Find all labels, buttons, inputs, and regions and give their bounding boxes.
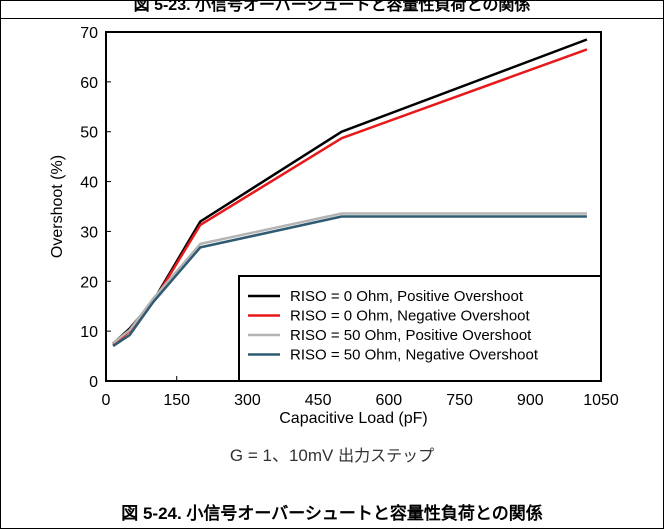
x-tick-label: 600 <box>376 392 403 409</box>
legend-label-1: RISO = 0 Ohm, Positive Overshoot <box>290 288 524 305</box>
y-tick-label: 70 <box>80 25 98 42</box>
y-tick-label: 20 <box>80 274 98 291</box>
x-tick-label: 750 <box>446 392 473 409</box>
y-axis-label: Overshoot (%) <box>49 155 66 258</box>
legend-label-2: RISO = 0 Ohm, Negative Overshoot <box>290 308 531 325</box>
condition-prefix: G = 1、10mV <box>229 446 339 465</box>
y-tick-label: 50 <box>80 125 98 142</box>
previous-figure-caption: 図 5-23. 小信号オーバーシュートと容量性負荷との関係 <box>133 0 531 14</box>
series-line-4 <box>112 215 587 348</box>
y-tick-label: 60 <box>80 75 98 92</box>
x-tick-label: 150 <box>163 392 190 409</box>
test-condition: G = 1、10mV 出力ステップ <box>0 441 664 466</box>
x-axis-label: Capacitive Load (pF) <box>279 410 428 427</box>
x-tick-label: 1050 <box>583 392 619 409</box>
condition-suffix: 出力ステップ <box>338 446 435 465</box>
legend-label-3: RISO = 50 Ohm, Positive Overshoot <box>290 327 532 344</box>
x-tick-label: 300 <box>234 392 261 409</box>
y-tick-label: 30 <box>80 224 98 241</box>
chart-marks: 0 150 300 450 600 750 900 1050 0 10 20 30 40 50 60 70 Ca… <box>49 25 619 427</box>
figure-caption: 図 5-24. 小信号オーバーシュートと容量性負荷との関係 <box>121 504 543 523</box>
legend-label-4: RISO = 50 Ohm, Negative Overshoot <box>290 347 539 364</box>
x-tick-label: 900 <box>517 392 544 409</box>
x-tick-label: 0 <box>102 392 111 409</box>
x-tick-label: 450 <box>305 392 332 409</box>
caption-rule <box>0 18 664 19</box>
y-tick-label: 0 <box>89 374 98 391</box>
y-tick-label: 40 <box>80 175 98 192</box>
y-tick-label: 10 <box>80 324 98 341</box>
legend-box <box>238 275 602 382</box>
series-line-3 <box>112 212 587 345</box>
